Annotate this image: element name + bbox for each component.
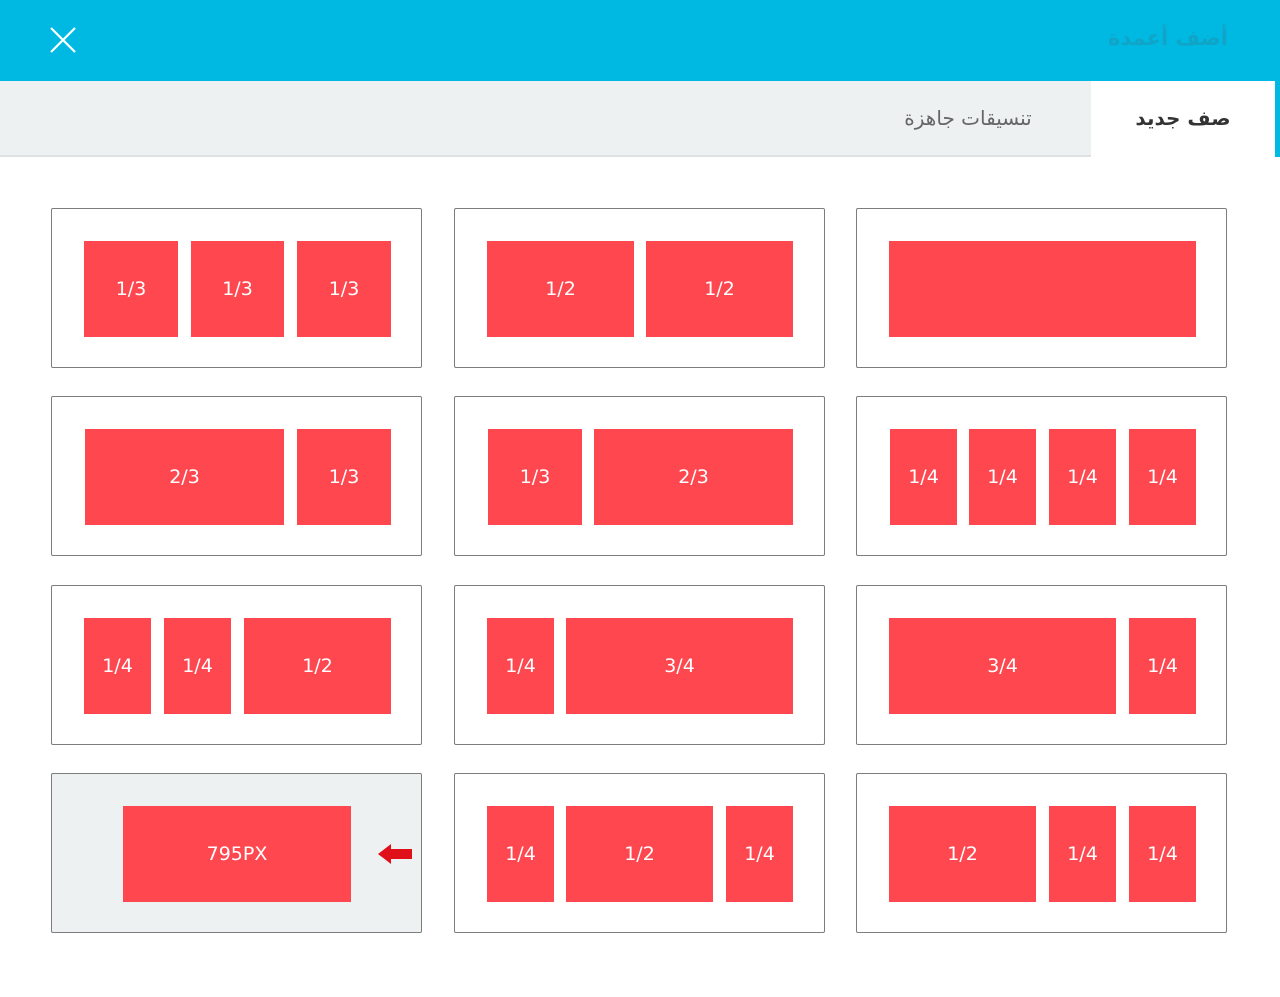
layout-option-three-quarters-quarter[interactable]: 3/4 1/4 (856, 585, 1227, 745)
layout-option-third-two-thirds[interactable]: 1/3 2/3 (454, 396, 825, 556)
column-block: 1/2 (889, 806, 1036, 902)
column-block: 1/2 (566, 806, 713, 902)
column-block: 1/4 (890, 429, 957, 525)
layout-option-quarters[interactable]: 1/4 1/4 1/4 1/4 (856, 396, 1227, 556)
column-block: 3/4 (889, 618, 1116, 714)
column-block: 1/4 (164, 618, 231, 714)
tab-new-row[interactable]: صف جديد (1091, 81, 1275, 157)
column-block: 1/4 (487, 618, 554, 714)
column-block (889, 241, 1196, 337)
active-tab-indicator (1275, 81, 1280, 157)
column-block: 1/4 (1129, 618, 1196, 714)
column-block: 1/4 (1049, 806, 1116, 902)
column-block: 2/3 (594, 429, 793, 525)
layout-option-quarter-quarter-half[interactable]: 1/4 1/4 1/2 (51, 585, 422, 745)
column-block: 1/4 (84, 618, 151, 714)
arrow-left-icon (378, 844, 412, 864)
layout-option-thirds[interactable]: 1/3 1/3 1/3 (51, 208, 422, 368)
column-block: 1/3 (191, 241, 284, 337)
tab-ready-layouts[interactable]: تنسيقات جاهزة (904, 106, 1032, 130)
layout-option-two-thirds-third[interactable]: 2/3 1/3 (51, 396, 422, 556)
column-block: 1/3 (297, 429, 391, 525)
column-block: 1/4 (969, 429, 1036, 525)
layout-option-fixed-width[interactable]: 795PX (51, 773, 422, 933)
column-block: 1/4 (1129, 806, 1196, 902)
modal-header: أضف أعمدة (0, 0, 1280, 81)
column-block: 1/2 (244, 618, 391, 714)
layout-option-half-quarter-quarter[interactable]: 1/2 1/4 1/4 (856, 773, 1227, 933)
column-block: 1/2 (646, 241, 793, 337)
close-button[interactable] (44, 21, 82, 59)
layout-option-quarter-half-quarter[interactable]: 1/4 1/2 1/4 (454, 773, 825, 933)
column-block: 1/3 (488, 429, 582, 525)
column-block: 1/4 (726, 806, 793, 902)
column-block: 1/4 (1129, 429, 1196, 525)
column-block: 1/3 (84, 241, 178, 337)
layout-option-full-width[interactable] (856, 208, 1227, 368)
column-block: 795PX (123, 806, 351, 902)
column-block: 2/3 (85, 429, 284, 525)
layout-option-halves[interactable]: 1/2 1/2 (454, 208, 825, 368)
close-icon (50, 27, 76, 53)
modal-title: أضف أعمدة (1108, 26, 1228, 50)
column-block: 1/3 (297, 241, 391, 337)
column-block: 3/4 (566, 618, 793, 714)
layout-option-quarter-three-quarters[interactable]: 1/4 3/4 (454, 585, 825, 745)
column-block: 1/2 (487, 241, 634, 337)
column-block: 1/4 (487, 806, 554, 902)
column-block: 1/4 (1049, 429, 1116, 525)
tab-bar (0, 81, 1280, 157)
